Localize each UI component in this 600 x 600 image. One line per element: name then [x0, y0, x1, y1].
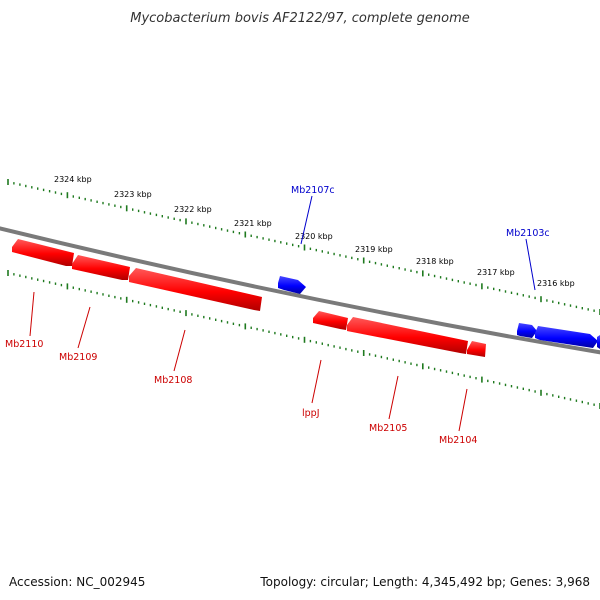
gene-Mb2108-arrow[interactable] [129, 268, 262, 311]
gene-label-Mb2103c[interactable]: Mb2103c [506, 228, 550, 239]
upper-tick-track [7, 179, 600, 315]
lower-tick-track [7, 270, 600, 409]
leader-Mb2108 [173, 329, 186, 372]
leader-Mb2103c [525, 238, 536, 291]
leader-Mb2109 [77, 306, 91, 349]
label-leaders [29, 195, 536, 432]
gene-Mb2103c-small-arrow[interactable] [517, 323, 537, 338]
gene-label-Mb2105[interactable]: Mb2105 [369, 423, 407, 434]
gene-label-Mb2110[interactable]: Mb2110 [5, 339, 43, 350]
kbp-label: 2321 kbp [234, 219, 272, 228]
gene-label-Mb2109[interactable]: Mb2109 [59, 352, 97, 363]
gene-Mb2107c-arrow[interactable] [278, 276, 306, 294]
gene-labels: Mb2110 Mb2109 Mb2108 lppJ Mb2105 Mb2104 … [5, 185, 550, 446]
gene-Mb2104-arrow[interactable] [467, 341, 486, 357]
gene-label-lppJ[interactable]: lppJ [302, 408, 320, 419]
accession-text: Accession: NC_002945 [9, 575, 145, 589]
kbp-label: 2320 kbp [295, 232, 333, 241]
genome-backbone [0, 226, 600, 355]
kbp-label: 2316 kbp [537, 279, 575, 288]
leader-Mb2107c [300, 195, 313, 245]
kbp-label: 2322 kbp [174, 205, 212, 214]
kbp-label: 2319 kbp [355, 245, 393, 254]
gene-label-Mb2108[interactable]: Mb2108 [154, 375, 192, 386]
kbp-label: 2318 kbp [416, 257, 454, 266]
gene-edge-arrow[interactable] [597, 335, 600, 349]
leader-lppJ [311, 359, 322, 404]
gene-Mb2103c-arrow[interactable] [535, 326, 598, 348]
leader-Mb2104 [458, 388, 468, 432]
gene-label-Mb2104[interactable]: Mb2104 [439, 435, 477, 446]
map-title: Mycobacterium bovis AF2122/97, complete … [130, 11, 469, 26]
gene-lppJ-arrow[interactable] [313, 311, 348, 330]
gene-Mb2109-arrow[interactable] [72, 255, 130, 280]
gene-Mb2110-arrow[interactable] [12, 239, 74, 266]
kbp-label: 2324 kbp [54, 175, 92, 184]
reverse-genes [278, 276, 600, 349]
gene-Mb2105-arrow[interactable] [347, 317, 468, 354]
leader-Mb2105 [388, 375, 399, 420]
kbp-label: 2323 kbp [114, 190, 152, 199]
gene-label-Mb2107c[interactable]: Mb2107c [291, 185, 335, 196]
kbp-label: 2317 kbp [477, 268, 515, 277]
genome-summary-text: Topology: circular; Length: 4,345,492 bp… [259, 575, 590, 589]
forward-genes [12, 239, 486, 357]
kbp-labels: 2324 kbp 2323 kbp 2322 kbp 2321 kbp 2320… [54, 175, 575, 288]
leader-Mb2110 [29, 291, 35, 337]
